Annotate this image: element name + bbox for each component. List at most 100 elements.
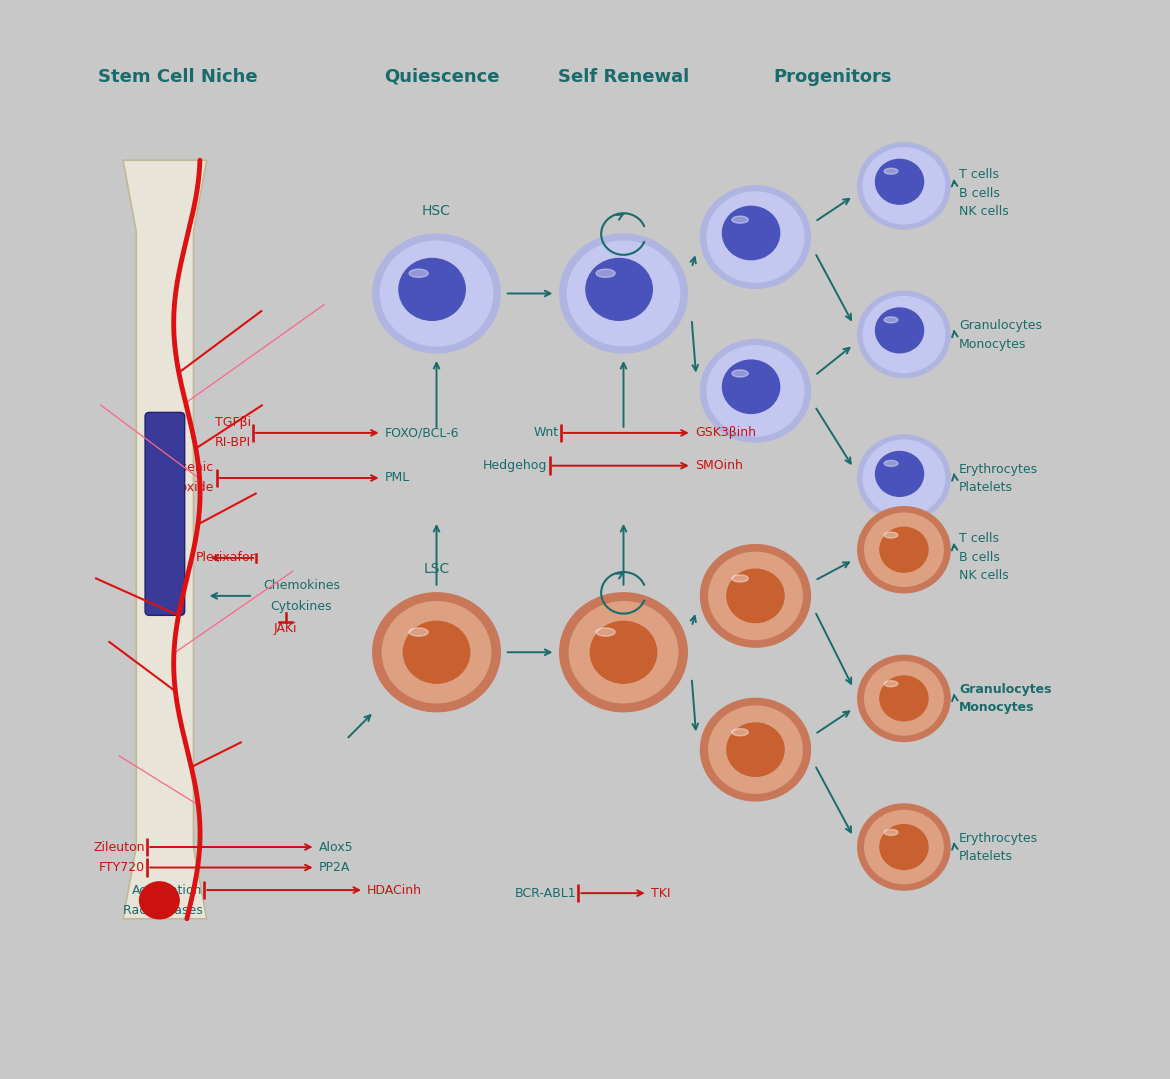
Text: Erythrocytes: Erythrocytes [959, 832, 1038, 845]
Ellipse shape [885, 461, 897, 466]
Text: NK cells: NK cells [959, 570, 1009, 583]
Ellipse shape [885, 681, 897, 686]
Circle shape [722, 206, 779, 260]
Circle shape [709, 552, 803, 640]
Text: T cells: T cells [959, 532, 999, 545]
FancyBboxPatch shape [145, 412, 185, 615]
Ellipse shape [731, 728, 749, 736]
Circle shape [591, 622, 656, 683]
Circle shape [858, 804, 950, 890]
Circle shape [701, 186, 811, 288]
Circle shape [880, 528, 928, 572]
Text: TKI: TKI [651, 887, 670, 900]
Ellipse shape [596, 269, 615, 277]
Circle shape [373, 592, 501, 712]
Circle shape [727, 570, 784, 623]
Text: Cytokines: Cytokines [270, 600, 332, 613]
Ellipse shape [596, 628, 615, 637]
Text: HSC: HSC [422, 204, 450, 218]
Circle shape [858, 655, 950, 741]
Circle shape [709, 706, 803, 793]
Text: T cells: T cells [959, 168, 999, 181]
Text: Platelets: Platelets [959, 481, 1013, 494]
Circle shape [567, 242, 680, 345]
Circle shape [559, 592, 687, 712]
Circle shape [880, 824, 928, 870]
Text: Quiescence: Quiescence [384, 68, 500, 86]
Text: Platelets: Platelets [959, 850, 1013, 863]
Text: Granulocytes: Granulocytes [959, 683, 1052, 696]
Text: LSC: LSC [424, 562, 449, 576]
Circle shape [701, 340, 811, 442]
Circle shape [865, 810, 943, 884]
Circle shape [863, 148, 944, 223]
Circle shape [139, 882, 179, 919]
Circle shape [858, 142, 950, 229]
Text: RI-BPI: RI-BPI [214, 436, 250, 449]
Text: Acetylation: Acetylation [132, 884, 202, 897]
Circle shape [570, 602, 677, 702]
Circle shape [373, 234, 501, 353]
Circle shape [858, 507, 950, 592]
Circle shape [380, 242, 493, 345]
Text: Erythrocytes: Erythrocytes [959, 463, 1038, 476]
Circle shape [875, 160, 923, 204]
Circle shape [404, 622, 469, 683]
Text: Monocytes: Monocytes [959, 701, 1034, 714]
Circle shape [865, 514, 943, 586]
Ellipse shape [731, 575, 749, 582]
Text: Chemokines: Chemokines [263, 579, 339, 592]
Text: Granulocytes: Granulocytes [959, 319, 1042, 332]
Ellipse shape [410, 628, 428, 637]
Circle shape [701, 698, 811, 801]
Circle shape [858, 435, 950, 521]
Text: Alox5: Alox5 [319, 841, 353, 853]
Circle shape [875, 308, 923, 353]
Text: FOXO/BCL-6: FOXO/BCL-6 [385, 426, 460, 439]
Text: NK cells: NK cells [959, 205, 1009, 218]
Ellipse shape [885, 532, 897, 538]
Polygon shape [123, 160, 207, 919]
Circle shape [863, 297, 944, 372]
Circle shape [875, 451, 923, 496]
Text: Stem Cell Niche: Stem Cell Niche [98, 68, 257, 86]
Text: Zileuton: Zileuton [94, 841, 145, 853]
Circle shape [865, 661, 943, 735]
Circle shape [858, 291, 950, 378]
Circle shape [383, 602, 490, 702]
Text: GSK3βinh: GSK3βinh [695, 426, 756, 439]
Ellipse shape [731, 216, 749, 223]
Circle shape [399, 259, 466, 320]
Circle shape [559, 234, 687, 353]
Text: Hedgehog: Hedgehog [483, 460, 548, 473]
Circle shape [707, 345, 804, 436]
Text: B cells: B cells [959, 187, 1000, 200]
Text: HDACinh: HDACinh [367, 884, 422, 897]
Text: Arsenic: Arsenic [168, 461, 214, 475]
Circle shape [863, 440, 944, 516]
Text: SMOinh: SMOinh [695, 460, 743, 473]
Text: Monocytes: Monocytes [959, 338, 1026, 351]
Text: Self Renewal: Self Renewal [558, 68, 689, 86]
Text: Wnt: Wnt [534, 426, 558, 439]
Text: JAKi: JAKi [274, 623, 297, 636]
Text: PP2A: PP2A [319, 861, 350, 874]
Text: BCR-ABL1: BCR-ABL1 [515, 887, 576, 900]
Circle shape [707, 192, 804, 283]
Circle shape [722, 360, 779, 413]
Circle shape [880, 677, 928, 721]
Text: TGFβi: TGFβi [214, 416, 250, 429]
Text: trioxide: trioxide [167, 481, 214, 494]
Text: Rac GTPases: Rac GTPases [123, 904, 202, 917]
Text: Progenitors: Progenitors [773, 68, 892, 86]
Circle shape [727, 723, 784, 776]
Circle shape [701, 545, 811, 647]
Ellipse shape [731, 370, 749, 377]
Text: FTY720: FTY720 [99, 861, 145, 874]
Ellipse shape [885, 317, 897, 323]
Text: PML: PML [385, 472, 411, 484]
Circle shape [586, 259, 652, 320]
Ellipse shape [410, 269, 428, 277]
Ellipse shape [885, 830, 897, 835]
Ellipse shape [885, 168, 897, 174]
